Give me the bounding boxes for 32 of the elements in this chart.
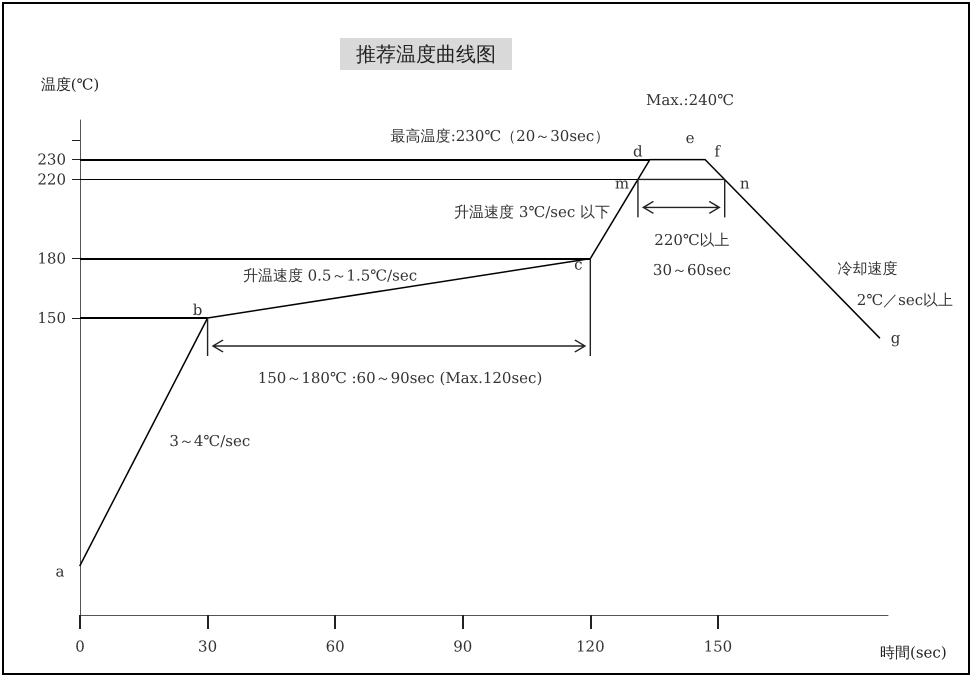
- y-tick-label: 150: [37, 309, 66, 327]
- annotation: 2℃／sec以上: [856, 291, 954, 310]
- x-axis-title: 時間(sec): [880, 644, 947, 662]
- annotation: c: [574, 256, 583, 274]
- annotation: g: [890, 328, 901, 347]
- annotation: d: [633, 142, 644, 161]
- x-tick-label: 120: [576, 638, 605, 656]
- annotation: b: [192, 301, 202, 319]
- x-tick-label: 60: [326, 638, 345, 656]
- annotation: e: [686, 129, 695, 147]
- y-tick-label: 230: [37, 150, 66, 169]
- x-tick-label: 150: [704, 638, 732, 656]
- annotation: n: [740, 174, 750, 192]
- y-axis-title: 温度(℃): [40, 76, 100, 94]
- x-tick-label: 90: [453, 638, 472, 656]
- annotation: 冷却速度: [837, 260, 898, 278]
- annotation: 220℃以上: [654, 231, 730, 249]
- chart-title: 推荐温度曲线图: [356, 42, 496, 66]
- text: Max.:240℃: [646, 91, 734, 109]
- annotation: 升温速度 0.5～1.5℃/sec: [242, 266, 418, 284]
- annotation: 150～180℃ :60～90sec (Max.120sec): [258, 369, 542, 387]
- y-tick-label: 180: [37, 250, 66, 268]
- y-tick-label: 220: [37, 170, 66, 188]
- annotation: 3～4℃/sec: [169, 432, 250, 450]
- annotation: 30～60sec: [652, 261, 732, 279]
- x-tick-label: 30: [198, 638, 218, 656]
- annotation: f: [714, 142, 722, 161]
- annotation: 升温速度 3℃/sec 以下: [454, 203, 610, 221]
- annotation: a: [56, 562, 65, 580]
- annotation: m: [614, 174, 630, 192]
- annotation: 最高温度:230℃（20～30sec）: [390, 127, 610, 145]
- x-tick-label: 0: [75, 638, 85, 656]
